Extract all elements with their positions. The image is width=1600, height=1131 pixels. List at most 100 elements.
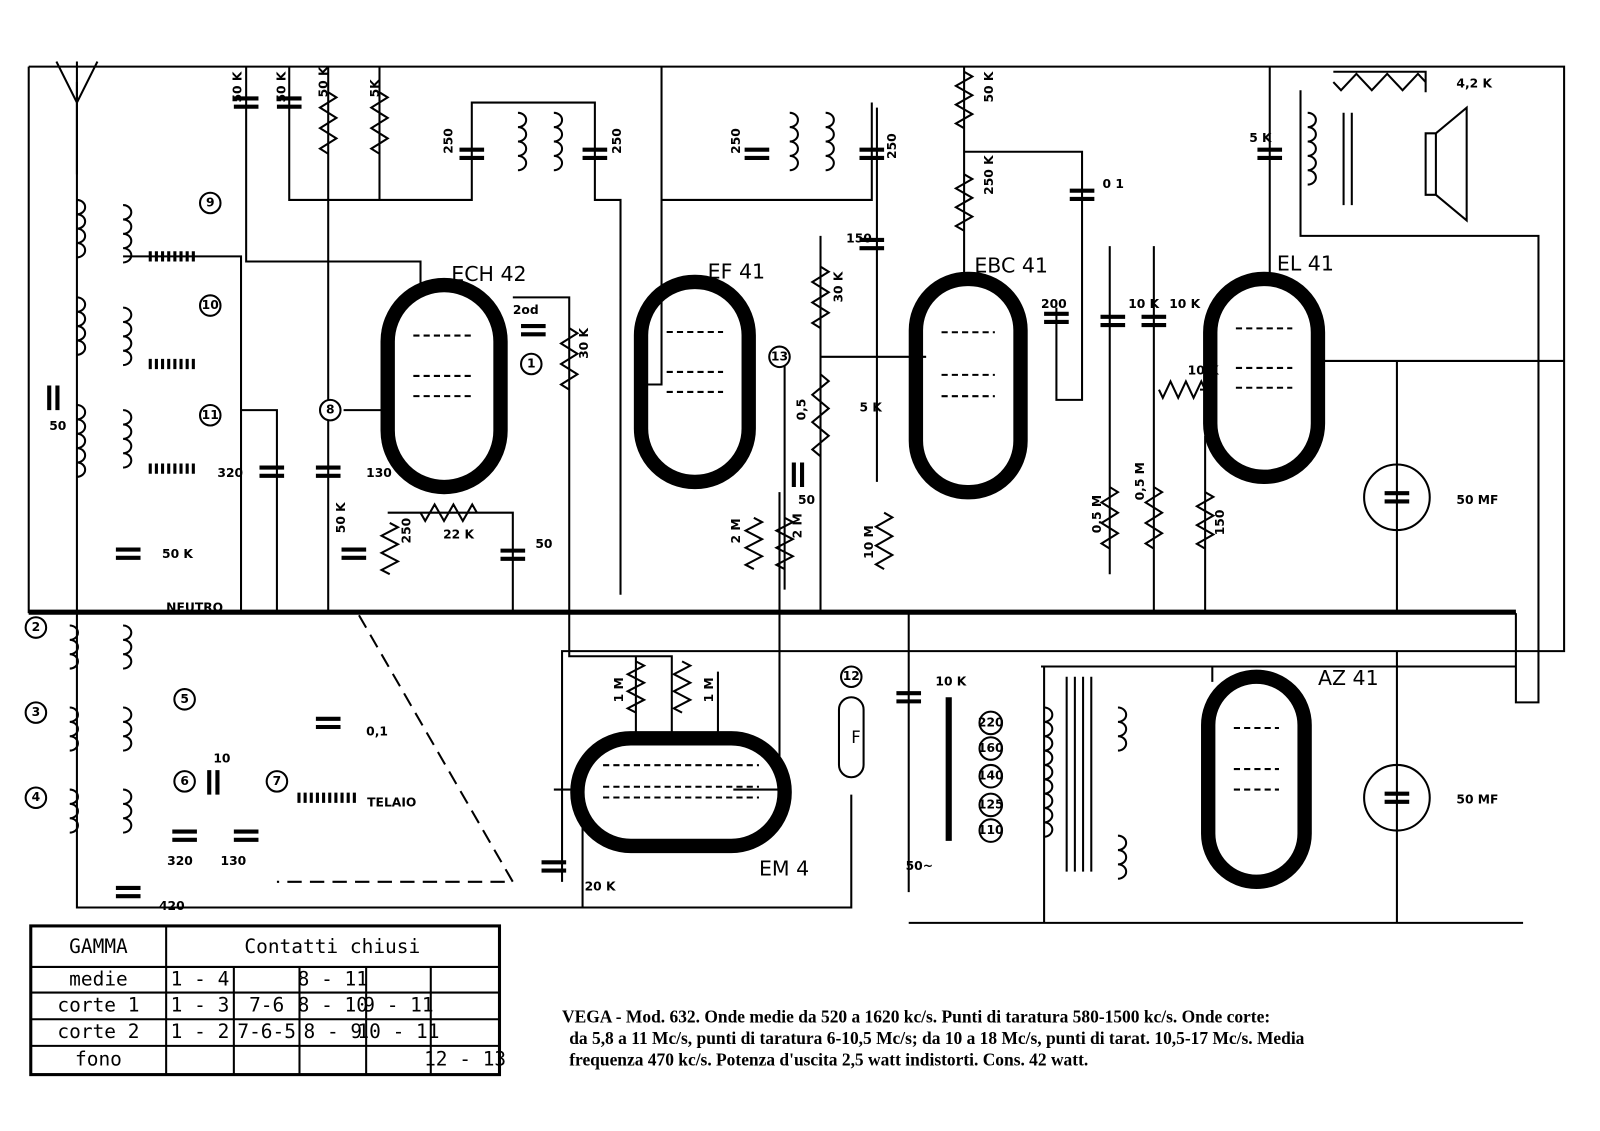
coil — [553, 111, 563, 172]
tube-electrodes — [413, 334, 475, 398]
capacitor — [1384, 791, 1410, 804]
component-label: 50 K — [317, 66, 331, 97]
coil — [76, 296, 87, 356]
coil — [76, 198, 87, 259]
contact-cell: 1 - 4 — [171, 967, 230, 990]
component-label: 0,1 — [366, 725, 388, 739]
tube-electrodes — [666, 330, 724, 393]
capacitor — [341, 547, 367, 560]
component-label: 10 K — [1188, 364, 1219, 378]
capacitor — [1100, 314, 1126, 328]
caption-line: frequenza 470 kc/s. Potenza d'uscita 2,5… — [569, 1049, 1088, 1069]
capacitor — [1069, 188, 1095, 201]
coil — [76, 404, 87, 478]
resistor — [810, 373, 831, 458]
component-label: 50 MF — [1456, 792, 1498, 806]
contact-cell: 1 - 2 — [171, 1020, 230, 1043]
voltage-tap — [978, 710, 1004, 736]
coil — [517, 111, 528, 172]
coil — [789, 111, 799, 172]
contact-cell: 10 - 11 — [357, 1020, 439, 1043]
speaker — [1424, 105, 1468, 223]
capacitor — [1141, 314, 1167, 328]
resistor — [743, 516, 765, 570]
terminal — [24, 616, 48, 639]
component-label: 10 M — [862, 525, 876, 559]
tube-electrodes — [941, 331, 995, 398]
terminal — [24, 786, 48, 810]
terminal-number: 8 — [326, 403, 335, 417]
component-label: 130 — [366, 466, 392, 480]
component-label: 1 M — [702, 677, 716, 702]
component-label: 130 — [221, 854, 247, 868]
component-label: AZ 41 — [1318, 666, 1379, 690]
voltage-tap — [978, 736, 1004, 761]
coil — [122, 204, 133, 264]
coil — [1117, 706, 1128, 752]
resistor — [1194, 491, 1216, 550]
capacitor — [896, 691, 922, 704]
resistor — [810, 265, 831, 329]
terminal-number: 12 — [843, 669, 860, 683]
component-label: 2 M — [790, 513, 804, 538]
component-label: 140 — [978, 769, 1004, 783]
resistor — [625, 660, 647, 714]
component-label: 5 K — [859, 401, 882, 415]
component-label: 10 K — [935, 674, 966, 688]
component-label: 320 — [217, 466, 243, 480]
tube-electrodes — [603, 764, 759, 799]
component-label: EM 4 — [759, 857, 809, 881]
terminal-number: 5 — [180, 692, 189, 706]
contact-cell: 9 - 11 — [363, 993, 433, 1016]
terminal — [265, 770, 289, 793]
terminal — [198, 294, 222, 317]
component-label: 1 M — [612, 677, 626, 702]
component-label: 4,2 K — [1456, 77, 1492, 91]
component-label: 50 K — [334, 502, 348, 533]
contact-cell: 7-6-5 — [237, 1020, 296, 1043]
range-name: corte 1 — [57, 993, 139, 1016]
component-label: 250 — [729, 128, 743, 154]
dashed-link — [276, 614, 515, 883]
component-label: 10 — [213, 751, 230, 765]
contact-cell: 7-6 — [249, 993, 284, 1016]
component-label: 22 K — [443, 528, 474, 542]
component-label: 150 — [1213, 510, 1227, 536]
terminal-number: 10 — [202, 298, 219, 312]
component-label: 150 — [846, 231, 872, 245]
contact-cell: 8 - 10 — [298, 993, 368, 1016]
tubes — [380, 271, 1326, 890]
capacitor — [1044, 311, 1069, 325]
component-label: 2od — [513, 303, 539, 317]
tube-envelope — [908, 271, 1028, 500]
labels: ECH 42 EF 41 EBC 41 EL 41 AZ 41 EM 4 NEUTRO TEL… — [24, 66, 1498, 913]
component-label: F — [851, 728, 860, 747]
resistor — [1143, 486, 1164, 550]
resistor — [318, 91, 339, 155]
capacitor — [1257, 147, 1283, 160]
capacitor — [1384, 491, 1410, 504]
component-label: 420 — [159, 899, 185, 913]
contact-cell: 1 - 3 — [171, 993, 230, 1016]
coil — [1117, 834, 1128, 880]
resistor — [379, 522, 401, 576]
component-label: 160 — [978, 741, 1004, 755]
coil — [69, 706, 79, 752]
capacitor — [207, 770, 220, 795]
component-label: 50 K — [275, 71, 289, 102]
electrolytic — [1363, 463, 1431, 532]
capacitor — [259, 465, 285, 478]
terminal-number: 4 — [32, 790, 41, 804]
component-label: 0,5 M — [1133, 462, 1147, 500]
tube-envelope — [380, 277, 508, 495]
terminal — [768, 345, 791, 369]
component-label: 50 — [535, 537, 552, 551]
resistor — [1332, 72, 1427, 92]
resistor — [1158, 379, 1207, 401]
terminal — [24, 701, 48, 724]
component-label: 250 — [885, 133, 899, 159]
capacitor — [172, 829, 197, 842]
capacitor — [521, 324, 546, 337]
caption-line: VEGA - Mod. 632. Onde medie da 520 a 162… — [562, 1006, 1270, 1026]
voltage-tap — [978, 792, 1004, 818]
